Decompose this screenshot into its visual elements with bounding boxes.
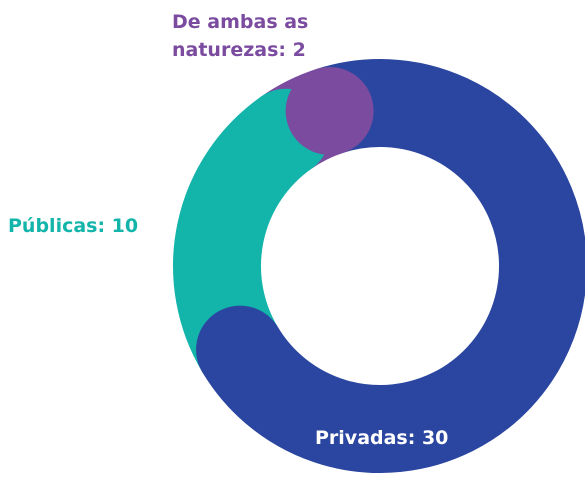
segment-cap <box>285 66 374 155</box>
segment-label: Públicas: 10 <box>8 215 139 237</box>
segment-label: Privadas: 30 <box>315 427 449 449</box>
segment-label: De ambas as naturezas: 2 <box>172 11 309 61</box>
donut-segment <box>202 59 585 473</box>
segment-cap <box>196 305 285 394</box>
